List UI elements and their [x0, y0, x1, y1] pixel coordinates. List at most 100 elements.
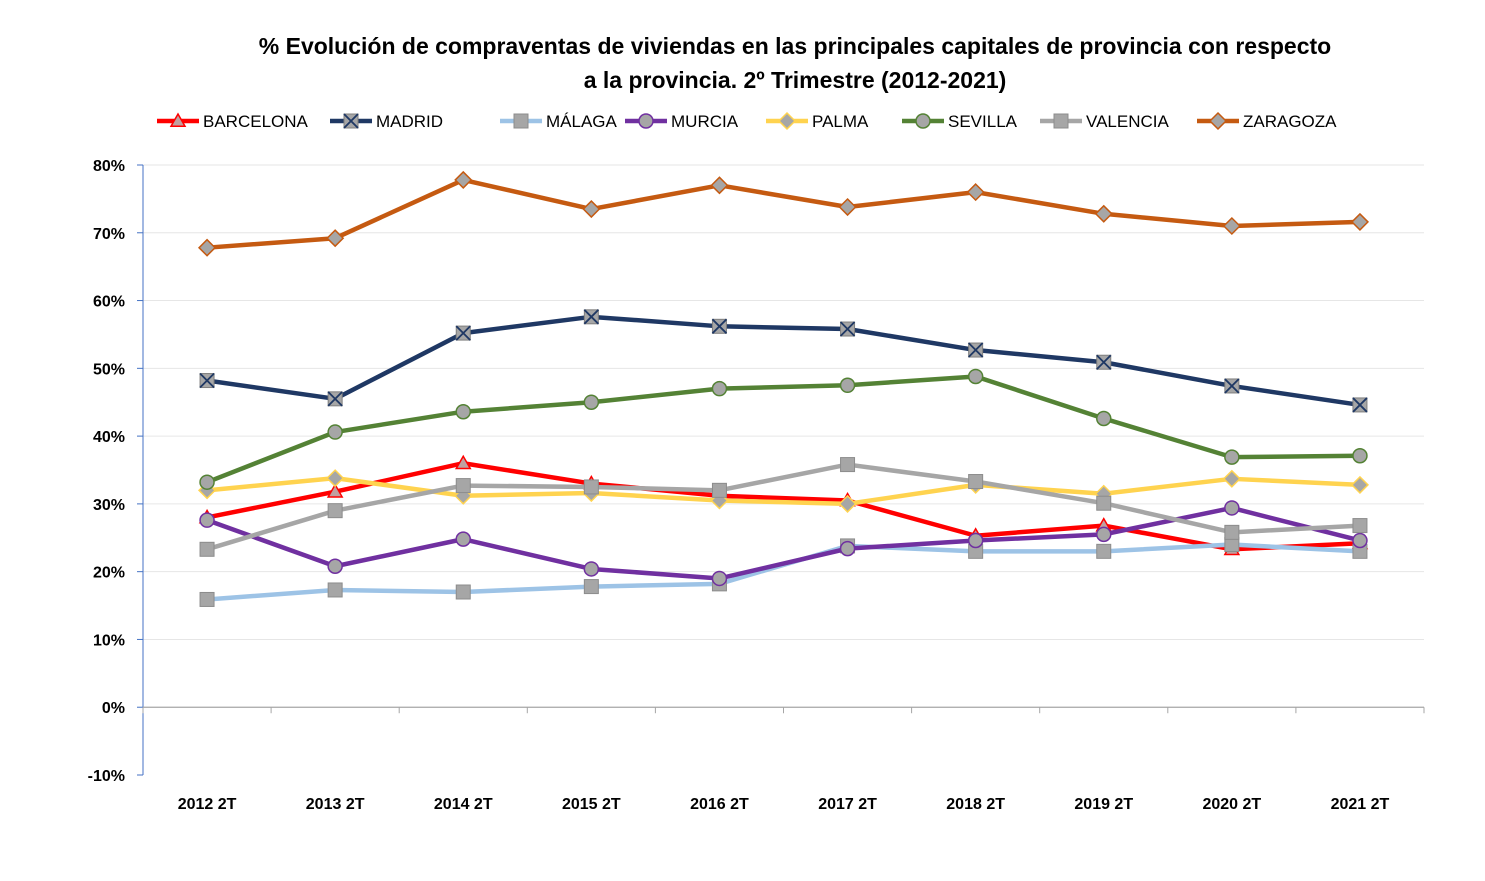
data-point-circle: [1352, 448, 1368, 464]
y-tick-label: 20%: [93, 565, 125, 582]
legend-entry-sevilla: SEVILLA: [902, 112, 1018, 131]
data-point-square: [455, 478, 471, 494]
series-barcelona: [198, 454, 1369, 556]
data-point-diamond: [582, 199, 601, 219]
data-point-circle: [1096, 410, 1112, 427]
data-point-circle: [583, 394, 600, 410]
x-tick-label: 2016 2T: [690, 796, 749, 813]
data-point-diamond: [1222, 216, 1241, 236]
chart-title-line-2: a la provincia. 2º Trimestre (2012-2021): [584, 67, 1007, 93]
data-point-x-mark: [1352, 397, 1368, 413]
series-line: [206, 505, 1361, 581]
data-point-square: [711, 482, 727, 498]
data-point-square: [1224, 524, 1240, 540]
y-tick-label: 70%: [93, 226, 125, 243]
data-point-circle: [839, 540, 856, 557]
data-point-square: [199, 541, 215, 557]
data-point-square: [1352, 518, 1368, 534]
legend-entry-murcia: MURCIA: [625, 112, 739, 131]
legend-label: MÁLAGA: [546, 112, 618, 131]
data-point-diamond: [1350, 475, 1370, 494]
data-point-circle: [455, 531, 471, 547]
y-tick-label: 10%: [93, 632, 125, 649]
legend-label: PALMA: [812, 112, 869, 131]
data-point-circle: [638, 113, 654, 129]
y-tick-label: 0%: [102, 700, 125, 717]
data-point-circle: [915, 113, 931, 129]
data-point-x-mark: [455, 325, 471, 341]
legend-label: SEVILLA: [948, 112, 1018, 131]
data-point-circle: [583, 561, 600, 577]
series-line: [206, 177, 1361, 250]
series-lines: [197, 170, 1370, 607]
data-point-square: [840, 457, 856, 473]
data-point-circle: [1224, 500, 1240, 516]
data-point-diamond: [710, 176, 729, 195]
axes: -10% 0% 10% 20% 30% 40% 50% 60% 70% 80% 2012 2T 201…: [88, 158, 1425, 813]
series-sevilla: [199, 368, 1368, 490]
data-point-square: [583, 579, 599, 595]
data-point-square: [1053, 113, 1069, 129]
data-point-circle: [839, 377, 856, 394]
data-point-diamond: [326, 229, 345, 248]
data-point-x-mark: [968, 342, 984, 358]
data-point-square: [199, 591, 215, 607]
data-point-diamond: [838, 197, 857, 217]
data-point-x-mark: [839, 321, 856, 337]
series-line: [206, 374, 1360, 485]
data-point-circle: [1352, 532, 1368, 549]
data-point-square: [1096, 495, 1112, 511]
data-point-x-mark: [327, 391, 343, 407]
legend-label: BARCELONA: [203, 112, 309, 131]
data-point-square: [327, 503, 343, 519]
legend-entry-madrid: MADRID: [330, 112, 443, 131]
x-tick-label: 2013 2T: [306, 796, 365, 813]
legend-label: ZARAGOZA: [1243, 112, 1337, 131]
y-tick-label: 40%: [93, 429, 125, 446]
data-point-diamond: [326, 469, 345, 488]
y-tick-label: 60%: [93, 294, 125, 311]
data-point-x-mark: [343, 113, 359, 129]
data-point-diamond: [1222, 469, 1241, 488]
x-tick-label: 2014 2T: [434, 796, 493, 813]
series-line: [206, 462, 1361, 552]
data-point-diamond: [1350, 212, 1370, 231]
data-point-square: [583, 479, 599, 495]
x-tick-label: 2017 2T: [818, 796, 877, 813]
x-tick-label: 2015 2T: [562, 796, 621, 813]
data-point-triangle: [454, 454, 472, 470]
legend-entry-málaga: MÁLAGA: [500, 112, 618, 131]
data-point-diamond: [1208, 111, 1228, 131]
legend-entry-palma: PALMA: [766, 111, 869, 131]
x-tick-label: 2021 2T: [1331, 796, 1390, 813]
data-point-circle: [327, 558, 343, 574]
y-tick-label: 80%: [93, 158, 125, 175]
y-tick-label: 30%: [93, 497, 125, 514]
data-point-square: [327, 582, 343, 598]
x-tick-label: 2020 2T: [1202, 796, 1261, 813]
data-point-circle: [1224, 449, 1240, 465]
data-point-square: [513, 113, 529, 129]
data-point-circle: [967, 532, 984, 549]
data-point-square: [1096, 543, 1112, 559]
legend-entry-barcelona: BARCELONA: [157, 112, 309, 131]
legend-label: MADRID: [376, 112, 443, 131]
data-point-x-mark: [199, 372, 215, 389]
data-point-x-mark: [583, 309, 599, 325]
series-line: [206, 460, 1361, 552]
legend-label: MURCIA: [671, 112, 739, 131]
data-point-circle: [199, 474, 215, 490]
data-point-diamond: [966, 183, 985, 202]
x-tick-label: 2019 2T: [1074, 796, 1133, 813]
data-point-diamond: [197, 238, 217, 257]
series-zaragoza: [197, 170, 1370, 257]
series-line: [206, 475, 1361, 507]
data-point-diamond: [454, 170, 473, 189]
data-point-diamond: [838, 494, 857, 513]
data-point-circle: [711, 380, 728, 397]
series-line: [206, 314, 1361, 408]
legend-entry-zaragoza: ZARAGOZA: [1197, 111, 1337, 131]
y-tick-label: -10%: [88, 768, 125, 785]
